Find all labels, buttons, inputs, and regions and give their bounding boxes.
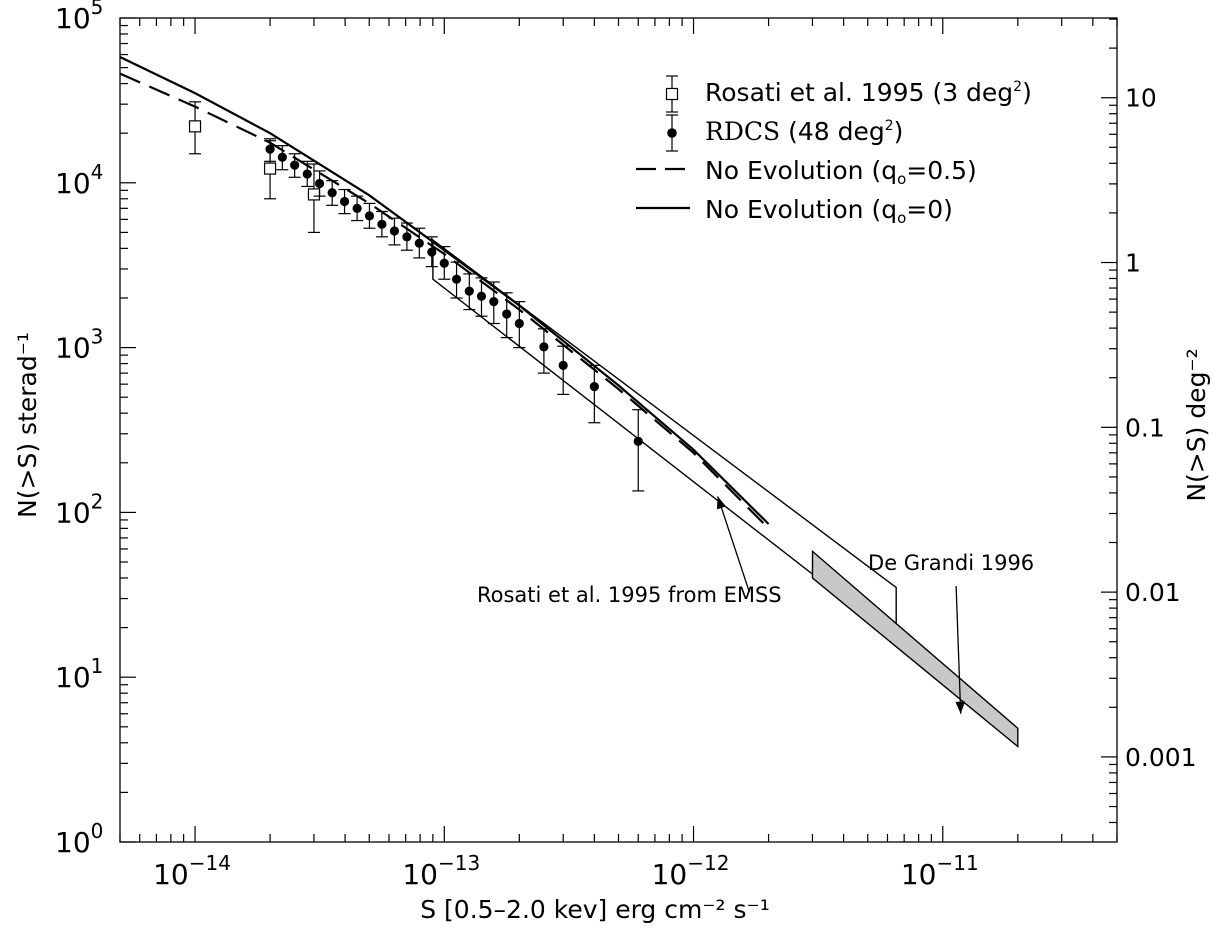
legend-label: No Evolution (qo=0.5) <box>705 156 977 188</box>
filled-circle-marker <box>558 360 568 370</box>
arrow-head <box>955 701 966 714</box>
legend-label: Rosati et al. 1995 (3 deg2) <box>705 78 1032 107</box>
legend-entry: Rosati et al. 1995 (3 deg2) <box>665 75 1032 113</box>
legend-square-marker <box>665 87 679 101</box>
rdcs-point <box>438 246 451 280</box>
y-tick-label: 100 <box>55 819 103 859</box>
filled-circle-marker <box>502 309 512 319</box>
filled-circle-marker <box>327 188 337 198</box>
rdcs-point <box>537 328 550 374</box>
rdcs-point <box>487 281 500 325</box>
rdcs-point <box>276 145 289 171</box>
rdcs-point <box>400 222 413 251</box>
rdcs-point <box>313 170 326 197</box>
rdcs-point <box>326 180 339 206</box>
rdcs-point <box>351 195 364 222</box>
filled-circle-marker <box>427 247 437 257</box>
rosati-point <box>188 101 202 155</box>
y-tick-label: 104 <box>55 160 103 200</box>
annotation-arrow <box>955 585 962 714</box>
filled-circle-marker <box>352 203 362 213</box>
rdcs-point <box>413 227 426 259</box>
filled-circle-marker <box>339 196 350 207</box>
filled-circle-marker <box>589 381 599 392</box>
y-tick-label: 103 <box>55 325 103 365</box>
open-square-marker <box>307 188 321 201</box>
filled-circle-marker <box>302 169 312 179</box>
filled-circle-marker <box>277 152 287 162</box>
model-line-solid <box>119 56 770 525</box>
rdcs-point <box>363 202 376 229</box>
y2-tick-label: 0.01 <box>1125 578 1181 607</box>
filled-circle-marker <box>514 318 524 329</box>
rdcs-point <box>375 210 388 238</box>
legend-entry: No Evolution (qo=0.5) <box>636 156 977 188</box>
filled-circle-marker <box>451 274 462 284</box>
filled-circle-marker <box>476 291 487 301</box>
rdcs-point <box>388 217 401 246</box>
annotation-label: De Grandi 1996 <box>868 551 1034 575</box>
x-axis-title: S [0.5–2.0 kev] erg cm⁻² s⁻¹ <box>420 895 770 924</box>
y2-axis-title: N(>S) deg⁻² <box>1182 348 1211 501</box>
x-tick-label: 10−14 <box>153 851 231 891</box>
y2-tick-label: 10 <box>1125 84 1157 113</box>
open-square-marker <box>188 120 202 133</box>
annotation-arrow <box>717 496 750 593</box>
y-tick-label: 102 <box>55 489 103 529</box>
filled-circle-marker <box>439 258 449 268</box>
legend-label: RDCS (48 deg2) <box>705 117 903 146</box>
filled-circle-marker <box>414 238 424 248</box>
model-line-dashed <box>119 72 770 530</box>
rdcs-point <box>338 188 351 215</box>
filled-circle-marker <box>489 297 499 307</box>
legend: Rosati et al. 1995 (3 deg2) RDCS (48 deg2… <box>636 75 1032 227</box>
legend-circle-marker <box>667 128 677 138</box>
legend-entry: RDCS (48 deg2) <box>666 114 903 152</box>
rdcs-point <box>301 160 314 188</box>
annotation-label: Rosati et al. 1995 from EMSS <box>477 583 782 607</box>
bands-layer <box>432 238 1019 748</box>
filled-circle-marker <box>364 211 375 221</box>
filled-circle-marker <box>402 232 412 242</box>
filled-circle-marker <box>464 286 474 296</box>
rdcs-point <box>450 261 463 299</box>
rdcs-point <box>463 273 476 311</box>
data-points-layer <box>188 101 645 492</box>
filled-circle-marker <box>539 342 549 352</box>
filled-circle-marker <box>314 178 325 189</box>
rdcs-point <box>557 345 570 396</box>
band-de-grandi-1996 <box>811 549 1019 748</box>
open-square-marker <box>263 162 277 175</box>
legend-label: No Evolution (qo=0) <box>705 195 953 227</box>
y-axis-title: N(>S) sterad⁻¹ <box>13 332 42 518</box>
filled-circle-marker <box>265 144 275 154</box>
arrow-head <box>716 496 727 510</box>
model-lines-layer <box>119 56 770 530</box>
rdcs-point <box>264 138 277 162</box>
rdcs-point <box>632 409 645 492</box>
legend-entry: No Evolution (qo=0) <box>636 195 953 227</box>
annotations-layer: Rosati et al. 1995 from EMSS De Grandi 19… <box>477 496 1034 714</box>
x-tick-label: 10−13 <box>402 851 480 891</box>
filled-circle-marker <box>290 160 300 170</box>
y-tick-label: 101 <box>55 654 103 694</box>
x-tick-label: 10−12 <box>652 851 730 891</box>
filled-circle-marker <box>377 219 387 229</box>
x-tick-label: 10−11 <box>901 851 979 891</box>
filled-circle-marker <box>389 226 400 236</box>
rdcs-point <box>500 292 513 339</box>
rdcs-point <box>588 364 601 424</box>
y2-tick-label: 0.001 <box>1125 743 1197 772</box>
rdcs-point <box>288 153 301 178</box>
y-tick-label: 105 <box>55 0 103 35</box>
axes-layer: 10−14 10−13 10−12 10−111001011021031041050.… <box>55 0 1197 891</box>
rdcs-point <box>425 236 438 268</box>
rdcs-point <box>475 277 488 317</box>
y2-tick-label: 1 <box>1125 249 1141 278</box>
rdcs-point <box>513 301 526 349</box>
filled-circle-marker <box>633 436 643 446</box>
y2-tick-label: 0.1 <box>1125 413 1165 442</box>
